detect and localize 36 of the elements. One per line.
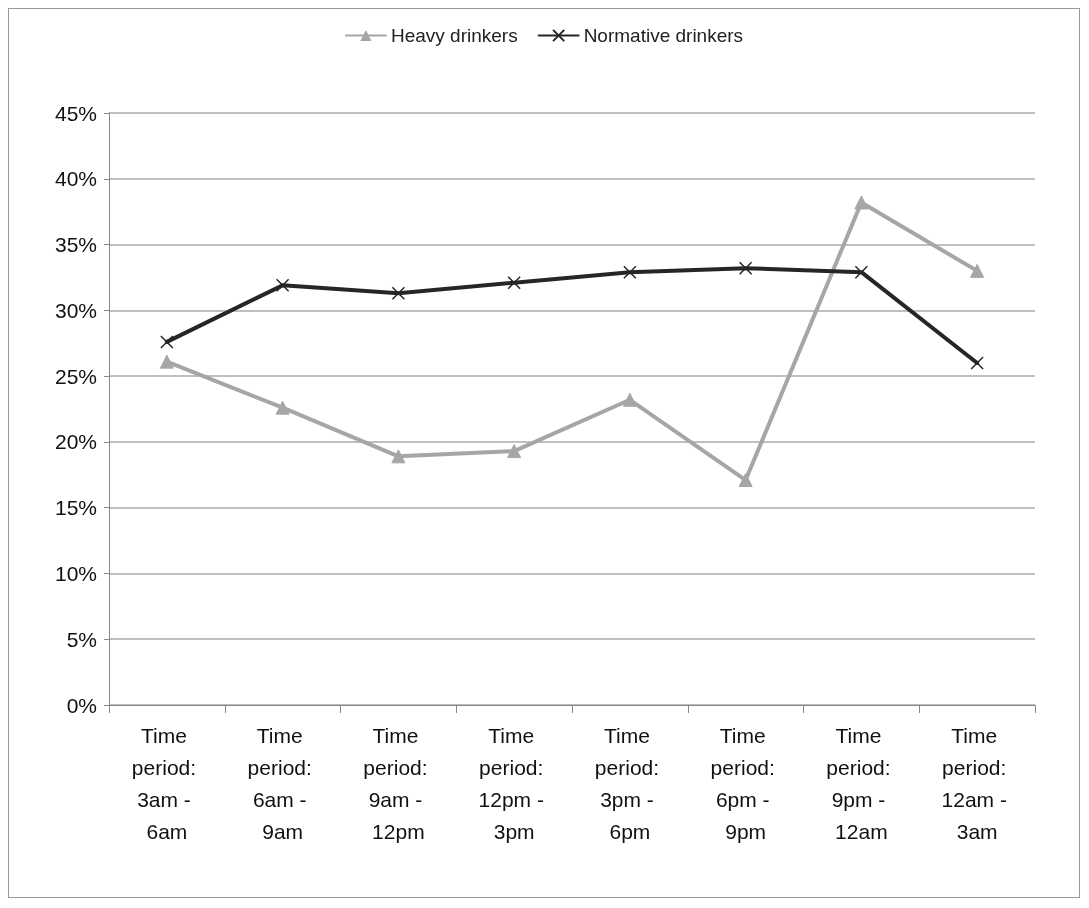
x-tick-label: Time period: 6pm - 9pm — [710, 723, 781, 843]
x-tick-label: Time period: 12pm - 3pm — [478, 723, 550, 843]
y-tick-label: 20% — [54, 430, 97, 454]
point — [160, 335, 174, 349]
point — [275, 400, 290, 415]
y-tick-label: 10% — [54, 561, 97, 585]
point — [275, 278, 290, 293]
point — [738, 473, 753, 488]
point — [391, 449, 406, 464]
y-tick-label: 40% — [54, 167, 97, 191]
point — [854, 265, 869, 279]
y-tick-label: 35% — [54, 233, 97, 257]
point — [854, 195, 869, 210]
x-tick-label: Time period: 12am - 3am — [941, 723, 1013, 843]
point — [623, 265, 637, 279]
point — [970, 263, 985, 278]
x-tick-label: Time period: 3pm - 6pm — [594, 723, 665, 843]
point — [970, 356, 984, 370]
point — [159, 354, 174, 369]
y-tick-label: 30% — [54, 298, 97, 322]
legend-label: Heavy drinkers — [390, 25, 518, 46]
y-tick-label: 0% — [66, 693, 97, 717]
x-tick-label: Time period: 9pm - 12am — [826, 723, 897, 843]
y-tick-label: 5% — [66, 627, 97, 651]
x-tick-label: Time period: 6am - 9am — [247, 723, 318, 843]
point — [391, 286, 406, 300]
y-tick-label: 25% — [54, 364, 97, 388]
x-tick-label: Time period: 3am - 6am — [131, 723, 202, 843]
y-tick-label: 45% — [54, 101, 97, 125]
point — [507, 275, 521, 290]
legend-label: Normative drinkers — [583, 25, 744, 46]
point — [738, 261, 753, 275]
point — [622, 392, 637, 407]
point — [507, 444, 522, 459]
y-tick-label: 15% — [54, 496, 97, 520]
x-tick-label: Time period: 9am - 12pm — [363, 723, 434, 843]
